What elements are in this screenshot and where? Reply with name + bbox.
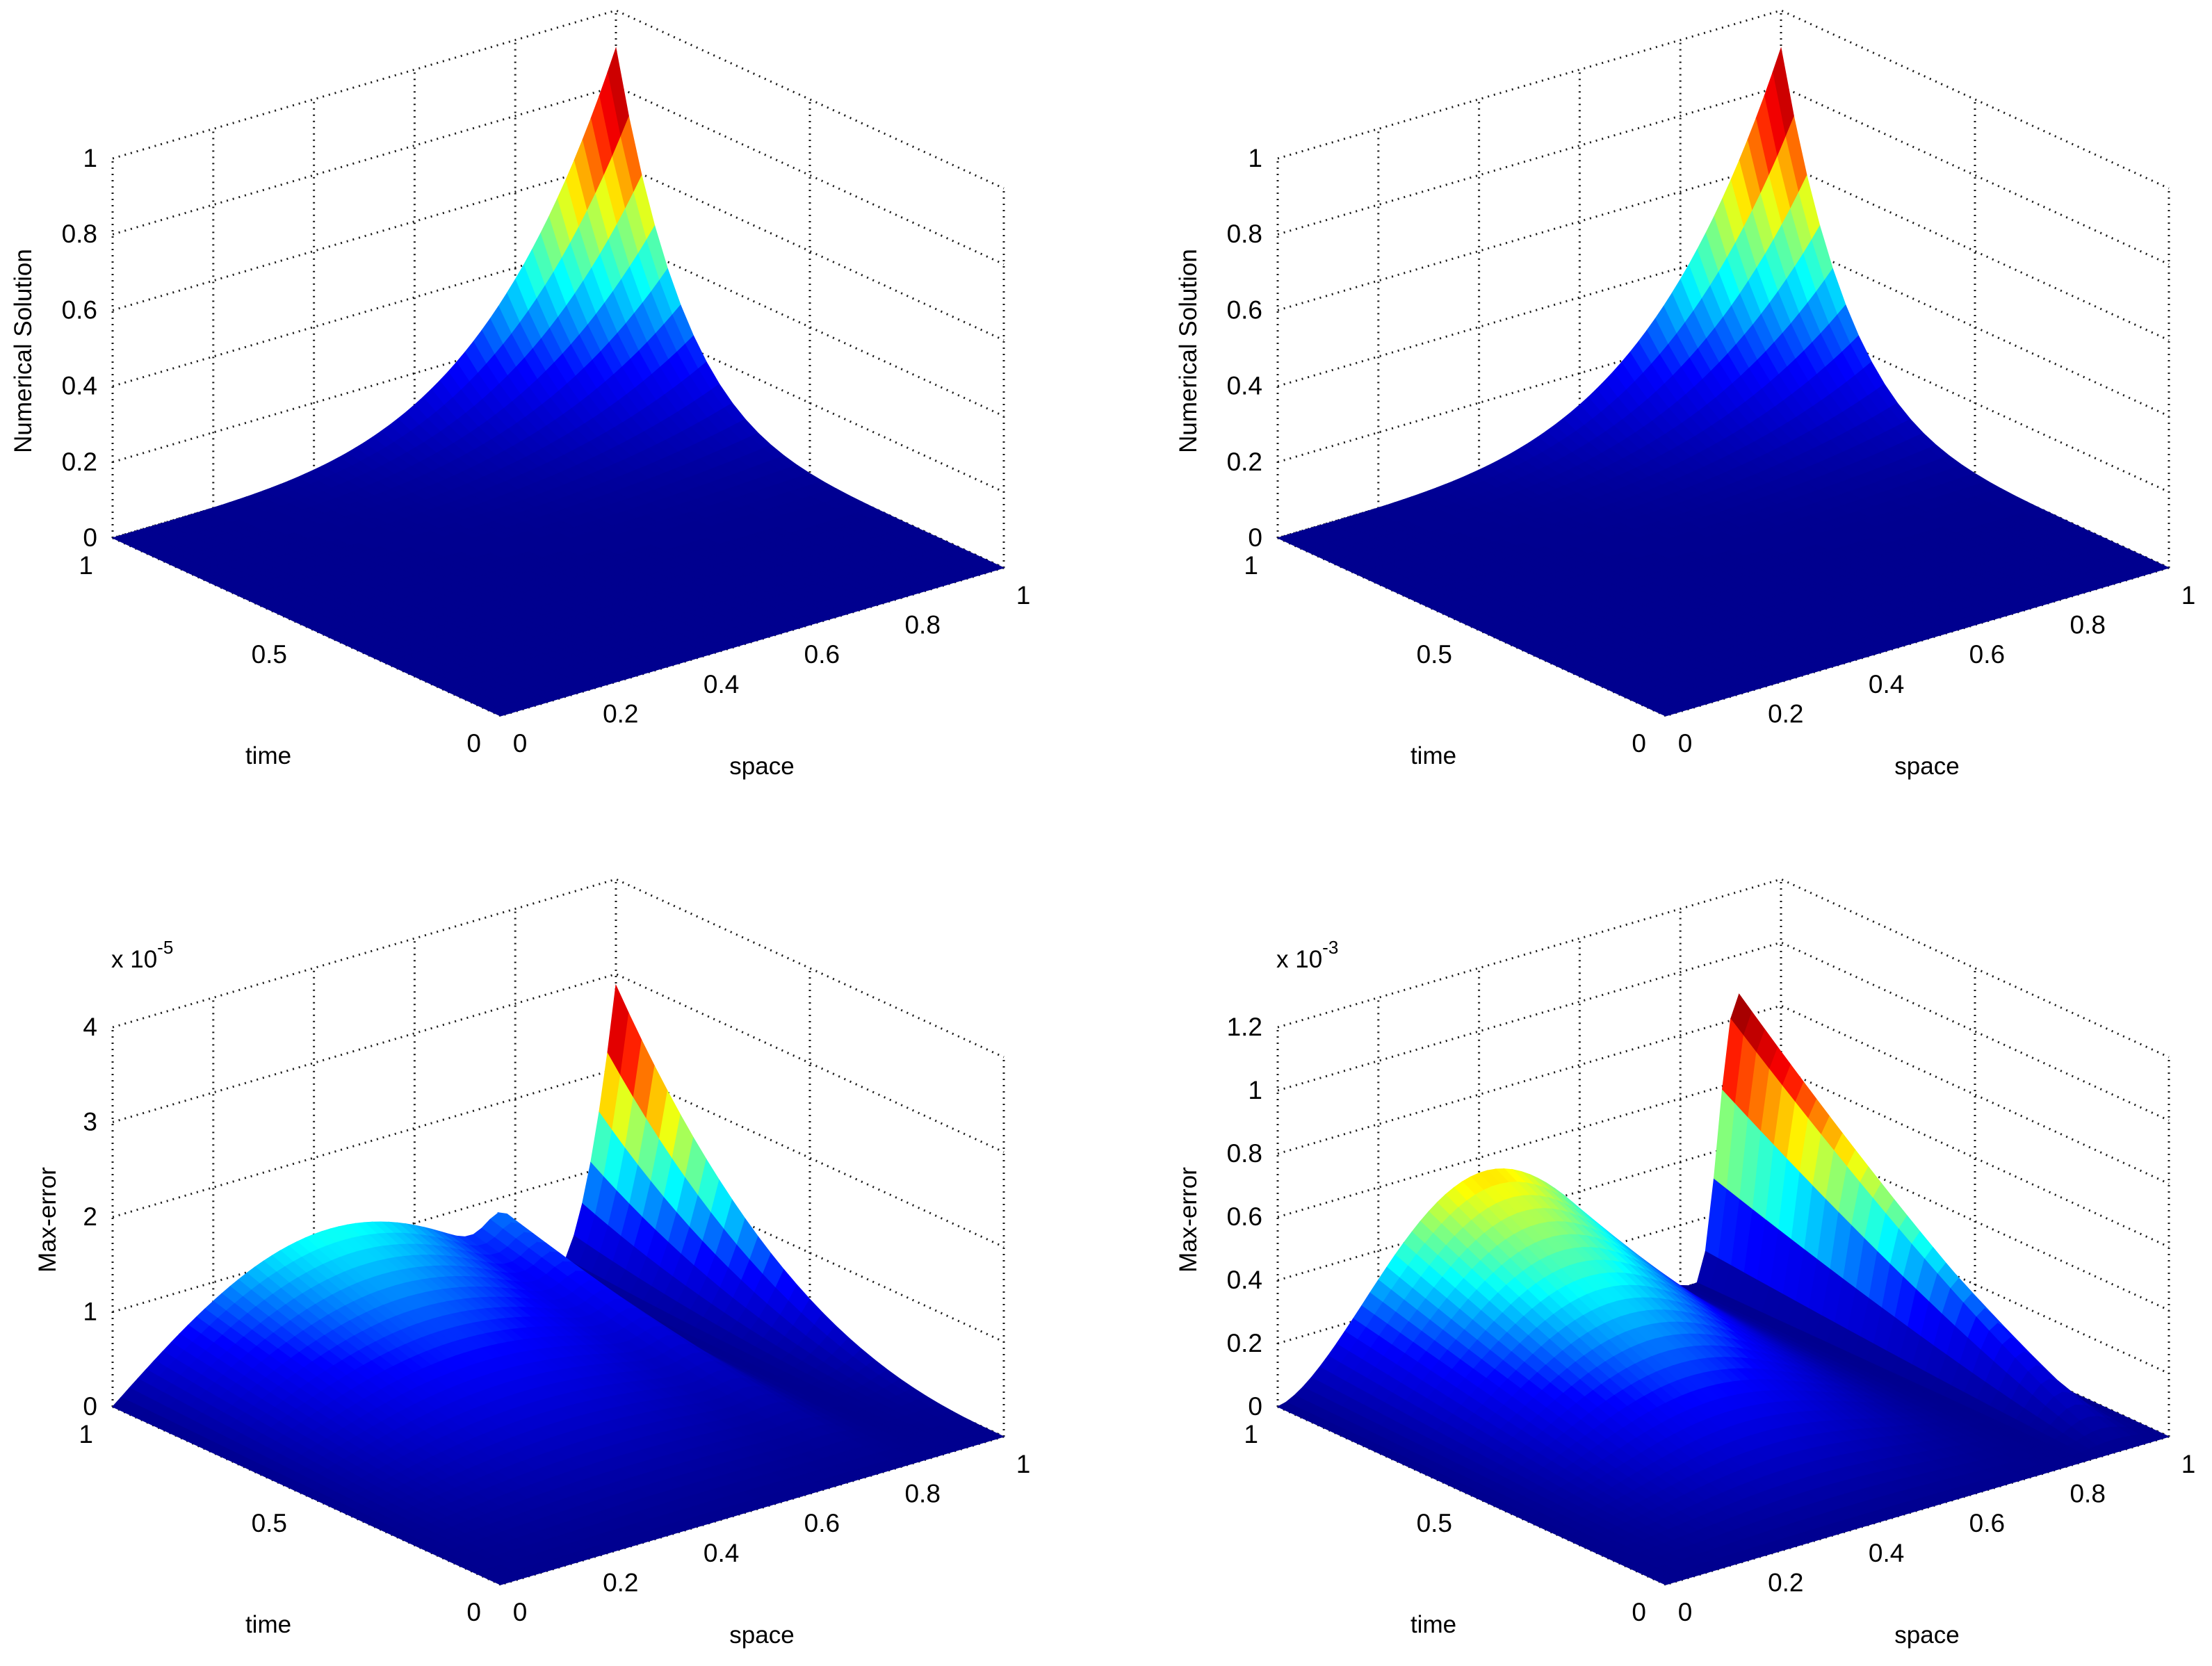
x-tick-label: 0.6 — [804, 640, 840, 669]
ylabel: time — [245, 742, 291, 769]
z-tick-label: 0.8 — [62, 220, 97, 248]
z-tick-label: 0.8 — [1227, 220, 1262, 248]
xlabel: space — [1894, 753, 1959, 780]
x-tick-label: 0.4 — [704, 670, 739, 699]
y-tick-label: 0.5 — [252, 640, 287, 669]
x-tick-label: 0.2 — [1768, 699, 1803, 728]
z-tick-label: 1 — [83, 144, 97, 172]
x-tick-label: 1 — [1016, 581, 1031, 610]
zlabel: Numerical Solution — [10, 249, 37, 453]
z-tick-label: 1 — [1248, 144, 1262, 172]
z-tick-label: 0 — [1248, 523, 1262, 552]
grid-line — [112, 878, 1005, 1059]
y-tick-label: 0 — [466, 729, 481, 758]
z-tick-label: 0.4 — [62, 372, 97, 400]
z-tick-label: 0.2 — [1227, 448, 1262, 476]
x-tick-label: 0.8 — [904, 611, 940, 639]
x-tick-label: 0.4 — [1869, 670, 1904, 699]
x-tick-label: 0.2 — [603, 699, 638, 728]
x-tick-label: 1 — [2181, 581, 2196, 610]
y-tick-label: 1 — [1244, 551, 1258, 580]
surface-plot — [112, 983, 1005, 1585]
ylabel: time — [1410, 742, 1456, 769]
grid-line — [112, 972, 1005, 1153]
z-tick-label: 0 — [83, 523, 97, 552]
z-tick-label: 0.2 — [62, 448, 97, 476]
grid-line — [112, 9, 1005, 190]
zlabel: Numerical Solution — [1175, 249, 1202, 453]
y-tick-label: 0 — [1632, 729, 1646, 758]
surface-plot — [1276, 47, 2170, 717]
y-tick-label: 1 — [79, 551, 93, 580]
surface-plot — [111, 47, 1005, 717]
xlabel: space — [729, 753, 794, 780]
x-tick-label: 0 — [513, 729, 528, 758]
z-tick-label: 0.6 — [62, 295, 97, 324]
x-tick-label: 0.8 — [2069, 611, 2105, 639]
x-tick-label: 0.6 — [1969, 640, 2005, 669]
grid-line — [112, 1068, 1005, 1248]
y-tick-label: 0.5 — [1417, 640, 1452, 669]
grid-line — [1277, 9, 2170, 190]
z-tick-label: 0.6 — [1227, 295, 1262, 324]
z-tick-label: 0.4 — [1227, 372, 1262, 400]
x-tick-label: 0 — [1678, 729, 1693, 758]
